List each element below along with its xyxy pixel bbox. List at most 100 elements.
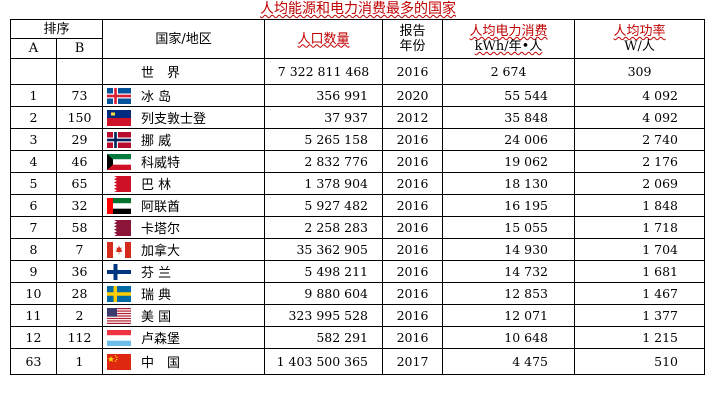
country-cell: 瑞 典 — [102, 282, 266, 305]
population-cell: 35 362 905 — [264, 238, 384, 261]
country-name: 卡塔尔 — [141, 222, 181, 237]
rank-a-cell: 7 — [10, 216, 57, 239]
canada-flag-icon — [107, 241, 132, 258]
country-name: 挪 威 — [141, 134, 172, 149]
table-row: 10 28 瑞 典 9 880 604 2016 12 853 1 467 — [10, 282, 706, 305]
power-cell: 1 681 — [574, 260, 706, 283]
population-header-text: 人口数量 — [297, 31, 350, 47]
country-cell: 卢森堡 — [102, 326, 266, 349]
table-row: 1 73 冰 岛 356 991 2020 55 544 4 092 — [10, 84, 706, 107]
country-cell: 美 国 — [102, 304, 266, 327]
rank-b-cell: 65 — [55, 172, 104, 195]
year-cell: 2016 — [382, 260, 444, 283]
header-row-1: 排序 国家/地区 人口数量 报告 年份 人均电力消费 kWh/年•人 人均功率 W/人 — [9, 19, 706, 59]
power-cell: 4 092 — [574, 106, 706, 129]
year-cell: 2016 — [382, 304, 444, 327]
norway-flag-icon — [107, 131, 132, 148]
country-name: 美 国 — [141, 310, 172, 325]
rank-header: 排序 — [9, 19, 104, 39]
year-cell: 2016 — [382, 238, 444, 261]
year-cell: 2016 — [382, 326, 444, 349]
consumption-cell: 18 130 — [442, 172, 576, 195]
world-row: 世 界 7 322 811 468 2016 2 674 309 — [10, 58, 706, 85]
population-cell: 5 498 211 — [264, 260, 384, 283]
country-header: 国家/地区 — [102, 19, 266, 59]
population-cell: 323 995 528 — [264, 304, 384, 327]
power-header-line2: W/人 — [624, 39, 655, 54]
table-row: 9 36 芬 兰 5 498 211 2016 14 732 1 681 — [10, 260, 706, 283]
consumption-cell: 14 930 — [442, 238, 576, 261]
year-cell: 2016 — [382, 128, 444, 151]
rank-a-cell: 2 — [10, 106, 57, 129]
country-cell: 卡塔尔 — [102, 216, 266, 239]
report-year-header-line2: 年份 — [399, 39, 426, 54]
consumption-cell: 4 475 — [442, 348, 576, 375]
header-row-2: A B — [10, 38, 705, 59]
table-row: 11 2 美 国 323 995 528 2016 12 071 1 377 — [10, 304, 706, 327]
country-name: 巴 林 — [141, 178, 172, 193]
table-row: 3 29 挪 威 5 265 158 2016 24 006 2 740 — [10, 128, 706, 151]
country-name: 中 国 — [141, 356, 181, 371]
power-cell: 2 069 — [574, 172, 706, 195]
rank-a-cell: 5 — [10, 172, 57, 195]
consumption-cell: 19 062 — [442, 150, 576, 173]
country-name: 卢森堡 — [141, 332, 181, 347]
population-header: 人口数量 — [264, 19, 384, 59]
usa-flag-icon — [107, 307, 132, 324]
year-cell: 2016 — [382, 194, 444, 217]
country-cell: 中 国 — [102, 348, 266, 375]
country-name: 芬 兰 — [141, 266, 172, 281]
rank-b-cell: 7 — [55, 238, 104, 261]
consumption-cell: 10 648 — [442, 326, 576, 349]
world-consumption: 2 674 — [442, 58, 576, 85]
rank-a-cell: 6 — [10, 194, 57, 217]
power-cell: 2 740 — [574, 128, 706, 151]
year-cell: 2012 — [382, 106, 444, 129]
rank-b-cell: 1 — [55, 348, 104, 375]
china-flag-icon — [107, 353, 132, 370]
power-cell: 1 215 — [574, 326, 706, 349]
rank-b-cell: 36 — [55, 260, 104, 283]
power-header-line1: 人均功率 — [613, 24, 666, 39]
country-cell: 阿联酋 — [102, 194, 266, 217]
world-name-cell: 世 界 — [102, 58, 266, 85]
luxembourg-flag-icon — [107, 329, 132, 346]
liechtenstein-flag-icon — [107, 109, 132, 126]
year-cell: 2016 — [382, 282, 444, 305]
bahrain-flag-icon — [107, 175, 132, 192]
power-cell: 1 704 — [574, 238, 706, 261]
consumption-cell: 14 732 — [442, 260, 576, 283]
population-cell: 582 291 — [264, 326, 384, 349]
world-population: 7 322 811 468 — [264, 58, 384, 85]
power-cell: 1 718 — [574, 216, 706, 239]
power-header: 人均功率 W/人 — [574, 19, 706, 59]
rank-b-header: B — [55, 38, 104, 59]
rank-b-cell: 58 — [55, 216, 104, 239]
consumption-cell: 35 848 — [442, 106, 576, 129]
rank-b-cell: 2 — [55, 304, 104, 327]
power-cell: 1 377 — [574, 304, 706, 327]
population-cell: 356 991 — [264, 84, 384, 107]
world-year: 2016 — [382, 58, 444, 85]
year-cell: 2016 — [382, 172, 444, 195]
year-cell: 2017 — [382, 348, 444, 375]
country-cell: 挪 威 — [102, 128, 266, 151]
table-row: 12 112 卢森堡 582 291 2016 10 648 1 215 — [10, 326, 706, 349]
world-rank-a — [10, 58, 57, 85]
report-year-header-line1: 报告 — [399, 24, 426, 39]
population-cell: 5 265 158 — [264, 128, 384, 151]
table-row: 8 7 加拿大 35 362 905 2016 14 930 1 704 — [10, 238, 706, 261]
country-cell: 加拿大 — [102, 238, 266, 261]
rank-b-cell: 73 — [55, 84, 104, 107]
table-row: 5 65 巴 林 1 378 904 2016 18 130 2 069 — [10, 172, 706, 195]
rank-a-cell: 12 — [10, 326, 57, 349]
population-cell: 9 880 604 — [264, 282, 384, 305]
rank-a-cell: 8 — [10, 238, 57, 261]
country-name: 冰 岛 — [141, 90, 172, 105]
country-cell: 列支敦士登 — [102, 106, 266, 129]
kuwait-flag-icon — [107, 153, 132, 170]
rank-b-cell: 46 — [55, 150, 104, 173]
country-cell: 冰 岛 — [102, 84, 266, 107]
report-year-header: 报告 年份 — [382, 19, 444, 59]
rank-a-header: A — [10, 38, 57, 59]
